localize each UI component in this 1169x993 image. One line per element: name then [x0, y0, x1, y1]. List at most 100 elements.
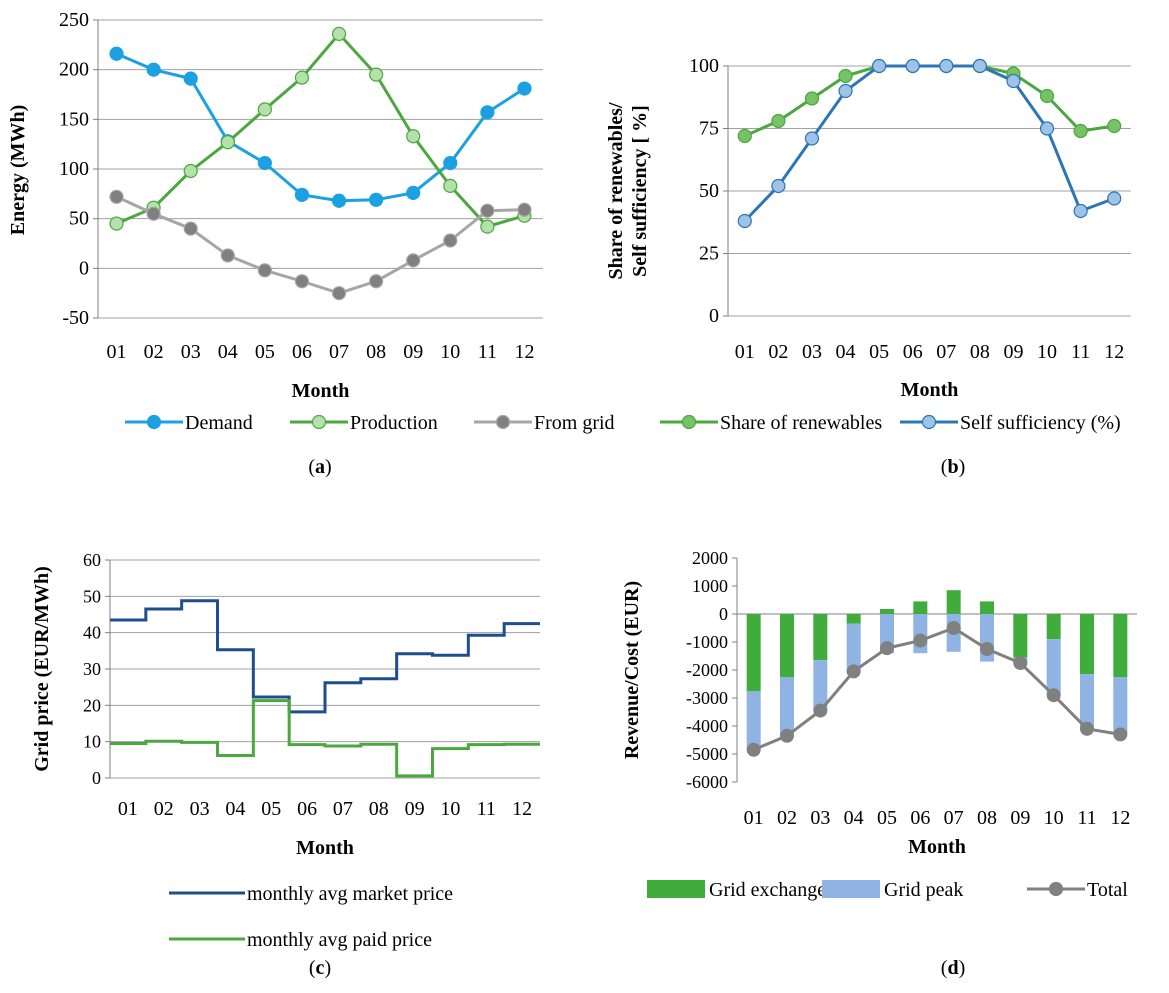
- x-tick-label: 04: [218, 341, 238, 363]
- x-tick-label: 10: [440, 798, 460, 820]
- bar: [846, 614, 861, 624]
- y-tick-label: 0: [709, 305, 719, 327]
- data-point: [331, 193, 347, 208]
- x-tick-label: 06: [903, 341, 923, 363]
- data-point: [294, 187, 310, 202]
- y-tick-label: 150: [59, 108, 89, 130]
- data-point: [480, 105, 495, 120]
- x-tick-label: 11: [1077, 807, 1096, 829]
- x-tick-label: 07: [936, 341, 956, 363]
- data-point: [109, 189, 124, 204]
- legend-marker: [146, 414, 162, 430]
- y-tick-label: 200: [59, 59, 89, 81]
- data-point: [183, 163, 198, 179]
- data-point: [737, 213, 752, 229]
- data-point: [1046, 688, 1061, 703]
- data-point: [443, 233, 458, 248]
- bar: [746, 614, 761, 691]
- caption-paren: ): [959, 456, 966, 478]
- bar: [1080, 674, 1094, 729]
- y-axis-title: Share of renewables/Self sufficiency [ %…: [605, 102, 651, 279]
- y-tick-label: 100: [59, 158, 89, 180]
- total-line: [753, 626, 1121, 752]
- x-tick-label: 01: [744, 807, 764, 829]
- legend-item: monthly avg market price: [169, 883, 453, 905]
- x-tick-label: 09: [1003, 341, 1023, 363]
- y-tick-label: 60: [83, 550, 101, 570]
- data-point: [1073, 203, 1088, 219]
- series-line-1: [115, 31, 525, 229]
- legend-label: monthly avg market price: [247, 883, 453, 905]
- y-tick-label: 2000: [692, 548, 728, 568]
- x-tick-label: 05: [255, 341, 275, 363]
- x-tick-label: 10: [440, 341, 460, 363]
- legend-item: Total: [1027, 879, 1128, 901]
- data-point: [257, 102, 272, 117]
- caption: (c): [309, 957, 331, 979]
- data-point: [804, 131, 820, 146]
- x-tick-label: 08: [369, 798, 389, 820]
- series-line-0: [115, 52, 526, 203]
- x-axis-title: Month: [292, 380, 350, 402]
- caption-letter: c: [316, 957, 325, 979]
- data-point: [804, 91, 820, 106]
- data-point: [846, 664, 861, 679]
- data-point: [331, 26, 347, 42]
- data-point: [146, 206, 161, 221]
- x-tick-label: 04: [836, 341, 856, 363]
- data-point: [294, 274, 310, 289]
- series-line-0: [110, 599, 540, 714]
- chart-a: -50 0 50 100 150 200 250 01 02 03 04 05 06 07 08 09 10 11…: [7, 9, 615, 478]
- y-tick-label: 50: [699, 180, 719, 202]
- x-tick-label: 03: [190, 798, 210, 820]
- x-tick-label: 07: [329, 341, 349, 363]
- legend-marker: [1048, 881, 1064, 897]
- x-tick-label: 02: [777, 807, 797, 829]
- legend-label: Share of renewables: [720, 412, 882, 434]
- caption-paren: (: [941, 957, 948, 979]
- x-tick-label: 03: [802, 341, 822, 363]
- x-tick-label: 08: [366, 341, 386, 363]
- data-point: [905, 58, 920, 74]
- bar: [980, 601, 994, 614]
- x-tick-label: 03: [181, 341, 201, 363]
- data-point: [146, 62, 161, 77]
- x-tick-label: 03: [810, 807, 830, 829]
- legend-item: Grid peak: [822, 879, 963, 901]
- series-line-1: [743, 64, 1115, 223]
- y-axis-title: Energy (MWh): [7, 105, 29, 236]
- series-line-2: [115, 195, 525, 295]
- data-point: [406, 185, 421, 200]
- caption-paren: (: [308, 456, 315, 478]
- data-point: [109, 46, 124, 61]
- x-tick-label: 01: [107, 341, 127, 363]
- bar: [813, 660, 828, 711]
- y-tick-label: -5000: [686, 744, 728, 764]
- legend-marker: [921, 414, 937, 430]
- data-point: [780, 728, 794, 743]
- legend-item: Self sufficiency (%): [900, 412, 1121, 434]
- x-axis-title: Month: [296, 837, 354, 859]
- data-point: [813, 703, 828, 718]
- caption-letter: b: [947, 456, 958, 478]
- x-tick-label: 05: [877, 807, 897, 829]
- series-line-1: [110, 699, 540, 778]
- legend-label: Demand: [185, 412, 253, 434]
- data-point: [517, 202, 532, 217]
- data-point: [1107, 191, 1122, 206]
- data-point: [1073, 123, 1088, 139]
- data-point: [946, 621, 961, 635]
- x-tick-label: 02: [144, 341, 164, 363]
- data-point: [872, 58, 887, 74]
- y-axis-title-line: Share of renewables/: [605, 102, 627, 279]
- caption-paren: (: [309, 957, 316, 979]
- x-tick-label: 11: [478, 341, 497, 363]
- data-point: [480, 219, 495, 234]
- x-tick-label: 06: [292, 341, 312, 363]
- data-point: [406, 253, 421, 268]
- x-tick-label: 10: [1037, 341, 1057, 363]
- y-tick-label: 0: [79, 257, 89, 279]
- legend-label: Production: [350, 412, 438, 434]
- data-point: [220, 248, 235, 263]
